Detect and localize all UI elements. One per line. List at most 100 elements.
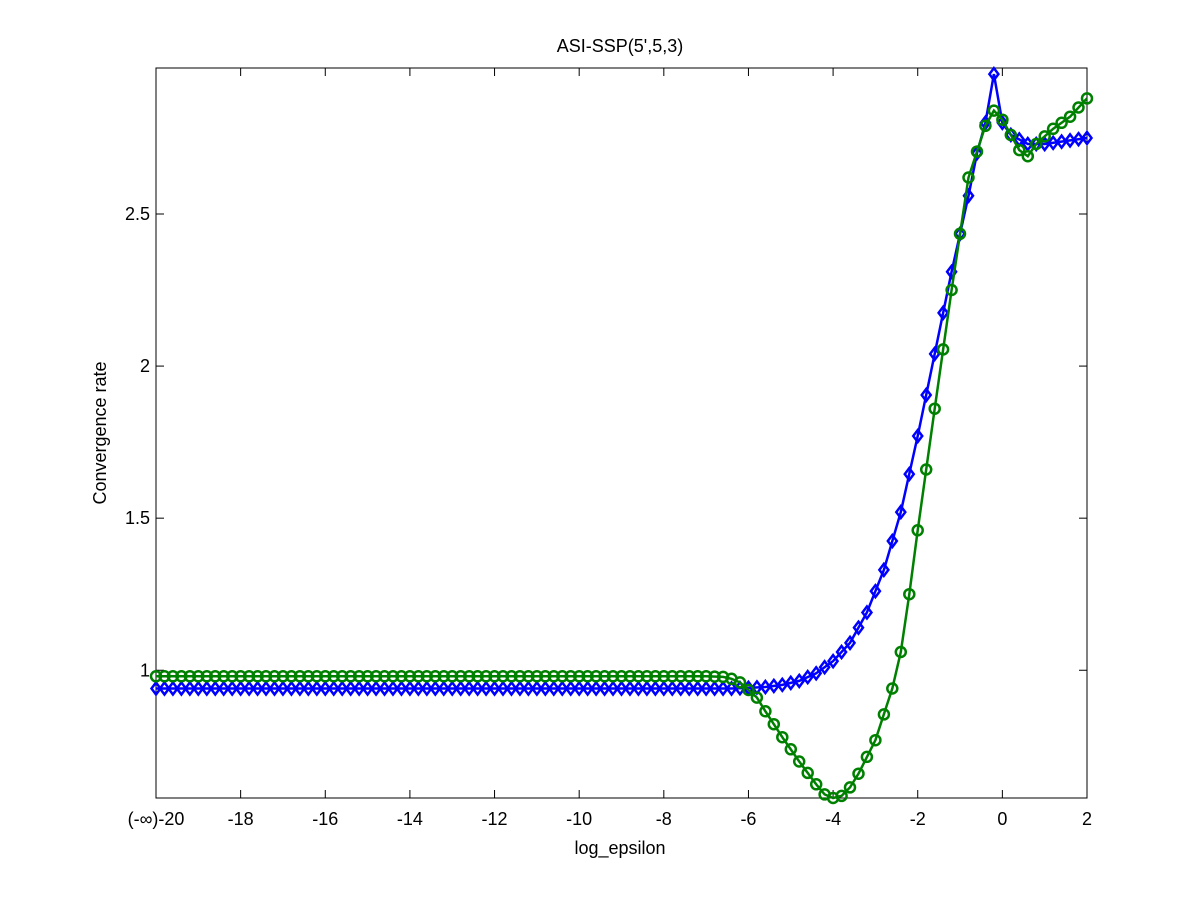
series-marker: [353, 680, 366, 697]
series-marker: [149, 680, 163, 697]
series-marker: [581, 670, 594, 683]
series-marker: [657, 670, 671, 683]
series-2: [149, 92, 1094, 805]
series-marker: [606, 680, 620, 697]
series-marker: [547, 680, 560, 697]
series-marker: [911, 427, 924, 445]
series-marker: [996, 113, 1009, 126]
series-marker: [209, 680, 222, 697]
series-marker: [1021, 149, 1035, 163]
series-marker: [809, 778, 823, 791]
series-marker: [386, 680, 400, 697]
series-marker: [395, 670, 408, 683]
series-1: [149, 65, 1094, 697]
series-marker: [420, 670, 434, 683]
series-marker: [336, 680, 349, 697]
series-marker: [759, 705, 772, 718]
series-marker: [615, 670, 628, 683]
series-marker: [860, 604, 874, 621]
series-marker: [403, 680, 416, 697]
series-marker: [1013, 143, 1026, 157]
series-marker: [480, 680, 493, 697]
series-marker: [632, 670, 645, 683]
series-marker: [623, 680, 637, 697]
series-marker: [454, 670, 467, 683]
series-marker: [378, 680, 391, 697]
series-marker: [158, 680, 171, 697]
series-marker: [361, 680, 374, 697]
series-marker: [420, 680, 433, 697]
series-marker: [683, 680, 696, 697]
series-marker: [175, 670, 188, 683]
series-marker: [792, 755, 806, 768]
series-marker: [395, 680, 408, 697]
series-marker: [285, 670, 298, 683]
series-marker: [539, 670, 552, 683]
series-marker: [691, 680, 704, 697]
x-tick-label: -2: [910, 809, 926, 829]
series-marker: [911, 524, 924, 537]
series-marker: [987, 65, 1000, 83]
series-marker: [589, 670, 603, 683]
series-marker: [945, 283, 958, 297]
series-marker: [691, 670, 704, 683]
series-marker: [522, 670, 535, 683]
series-marker: [547, 670, 561, 683]
series-marker: [928, 402, 941, 415]
series-marker: [386, 670, 400, 683]
series-marker: [445, 670, 459, 683]
series-marker: [242, 670, 256, 683]
series-marker: [835, 789, 848, 803]
series-marker: [1080, 92, 1094, 105]
series-marker: [1080, 129, 1094, 147]
series-marker: [877, 708, 891, 721]
series-marker: [200, 670, 214, 683]
series-marker: [852, 619, 865, 636]
x-tick-label: 0: [997, 809, 1007, 829]
series-marker: [615, 680, 628, 697]
series-marker: [259, 680, 273, 697]
x-tick-label: -16: [312, 809, 338, 829]
series-marker: [429, 680, 442, 697]
series-marker: [276, 670, 290, 683]
series-marker: [234, 680, 247, 697]
series-marker: [310, 670, 324, 683]
series-marker: [869, 733, 882, 747]
series-marker: [302, 680, 315, 697]
x-tick-label: -8: [656, 809, 672, 829]
series-marker: [979, 119, 992, 133]
chart-title: ASI-SSP(5',5,3): [557, 36, 683, 56]
series-marker: [903, 465, 916, 483]
x-tick-label: (-∞)-20: [128, 809, 185, 829]
series-marker: [793, 672, 806, 689]
y-tick-label: 2.5: [125, 204, 150, 224]
x-tick-label: -4: [825, 809, 841, 829]
series-marker: [996, 114, 1009, 131]
series-marker: [936, 343, 950, 356]
series-marker: [590, 680, 603, 697]
series-marker: [699, 670, 713, 683]
series-marker: [860, 750, 874, 764]
series-marker: [369, 680, 383, 697]
series-marker: [835, 643, 848, 661]
series-marker: [149, 670, 163, 683]
series-marker: [708, 670, 721, 683]
series-marker: [310, 680, 323, 697]
series-marker: [234, 670, 247, 683]
series-marker: [1029, 137, 1043, 151]
series-marker: [598, 670, 611, 683]
series-marker: [192, 680, 205, 697]
series-marker: [649, 680, 662, 697]
series-marker: [403, 670, 417, 683]
x-tick-label: -18: [228, 809, 254, 829]
series-marker: [496, 670, 510, 683]
series-marker: [919, 463, 933, 476]
series-marker: [970, 145, 984, 158]
series-marker: [733, 676, 747, 689]
series-marker: [293, 680, 306, 697]
y-tick-label: 1: [140, 660, 150, 680]
series-marker: [488, 670, 501, 683]
series-marker: [674, 680, 687, 697]
axis-ticks: [155, 68, 1088, 798]
